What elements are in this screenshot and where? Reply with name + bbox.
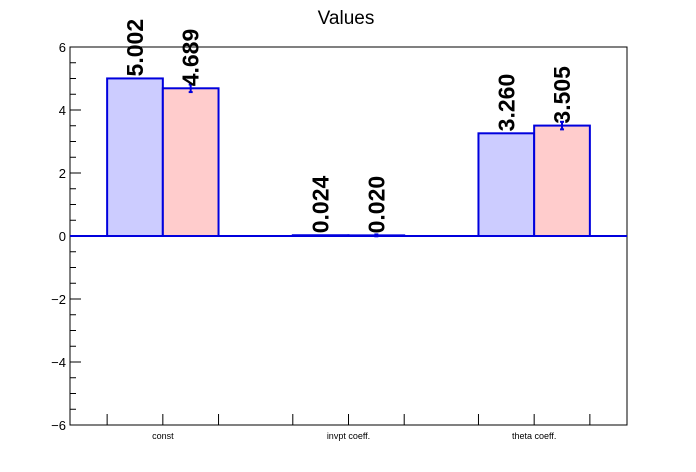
value-label: 0.024 <box>308 175 334 233</box>
x-category-label: theta coeff. <box>512 431 556 441</box>
y-tick-label: 0 <box>59 229 66 244</box>
y-tick-label: −2 <box>51 292 66 307</box>
chart-bars <box>70 77 627 238</box>
y-tick-label: −6 <box>51 418 66 433</box>
y-tick-label: −4 <box>51 355 66 370</box>
bar-series2-2 <box>533 124 591 237</box>
value-label: 5.002 <box>122 19 148 77</box>
value-label: 0.020 <box>363 176 389 234</box>
x-category-label: invpt coeff. <box>327 431 370 441</box>
chart-title: Values <box>318 8 375 29</box>
bar-series1-0 <box>106 77 164 237</box>
y-tick-label: 6 <box>59 40 66 55</box>
chart-axes: −6 −4 −2 0 2 4 6 const invpt coeff. theta coeff. <box>51 40 628 441</box>
x-category-label: const <box>152 431 174 441</box>
y-tick-label: 4 <box>59 103 66 118</box>
value-label: 3.505 <box>549 66 575 124</box>
bar-series1-2 <box>477 132 536 237</box>
value-label: 4.689 <box>178 29 204 87</box>
bar-series2-0 <box>161 87 220 238</box>
value-label: 3.260 <box>493 74 519 132</box>
chart-value-labels: 5.002 0.024 3.260 4.689 0.020 3.505 <box>122 19 575 233</box>
y-tick-label: 2 <box>59 166 66 181</box>
